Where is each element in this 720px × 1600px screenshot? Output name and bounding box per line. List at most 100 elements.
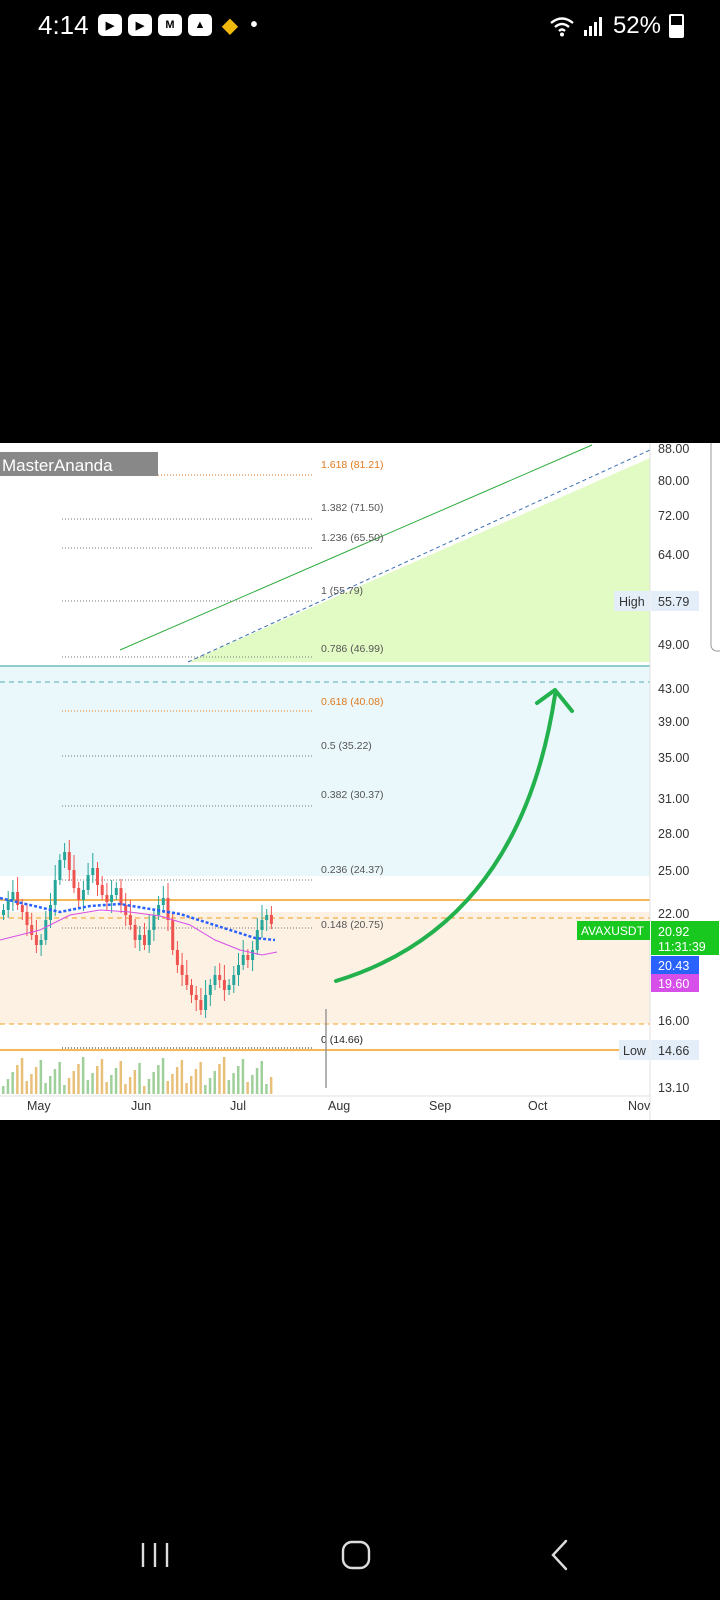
youtube-icon: ▶ (128, 14, 152, 36)
candle (218, 975, 222, 980)
y-tick: 13.10 (658, 1081, 689, 1095)
ma-blue-line (0, 896, 276, 942)
recent-apps-button[interactable] (125, 1520, 185, 1590)
volume-bar (91, 1073, 94, 1094)
target-zone (188, 458, 650, 662)
recent-apps-icon (141, 1543, 169, 1567)
volume-bar (128, 1077, 132, 1094)
volume-bar (86, 1080, 90, 1094)
low-value: 14.66 (658, 1044, 689, 1058)
low-label-bg (619, 1040, 650, 1060)
volume-bar (44, 1083, 47, 1094)
navigation-bar (0, 1520, 720, 1590)
volume-bar (39, 1060, 43, 1094)
candle (20, 905, 24, 912)
x-tick: Jun (131, 1099, 151, 1113)
candle (100, 885, 104, 895)
volume-bar (72, 1071, 75, 1094)
volume-bar (96, 1066, 99, 1094)
candle (25, 912, 29, 925)
candle (81, 890, 85, 900)
symbol-tag-bg (577, 921, 650, 940)
volume-bar (265, 1084, 268, 1094)
candle (77, 888, 81, 900)
battery-icon (669, 14, 684, 38)
fib-label-0: 0 (14.66) (321, 1034, 363, 1046)
volume-bar (152, 1072, 155, 1094)
volume-bar (194, 1069, 198, 1094)
candle (44, 920, 48, 940)
high-value: 55.79 (658, 595, 689, 609)
y-tick: 22.00 (658, 907, 689, 921)
candle (166, 898, 170, 920)
y-tick: 25.00 (658, 864, 689, 878)
volume-bar (157, 1065, 160, 1094)
candle (133, 925, 137, 940)
volume-bar (227, 1080, 231, 1094)
candle (161, 898, 165, 905)
candle (152, 915, 156, 930)
volume-bar (20, 1058, 24, 1094)
volume-series (2, 1057, 273, 1094)
candle (49, 905, 52, 920)
candle (147, 930, 151, 945)
volume-bar (81, 1057, 85, 1094)
y-axis-ticks: 88.00 80.00 72.00 64.00 49.00 43.00 39.0… (658, 443, 689, 1095)
battery-percent: 52% (612, 12, 661, 39)
fib-label-0786: 0.786 (46.99) (321, 643, 383, 655)
candle (265, 915, 269, 920)
candle (91, 868, 95, 875)
upper-trendline (119, 444, 593, 651)
volume-bar (2, 1086, 5, 1094)
scroll-handle[interactable] (710, 443, 720, 652)
coinmarketcap-icon: M (158, 14, 182, 36)
fib-label-1236: 1.236 (65.50) (321, 532, 383, 544)
fib-label-05: 0.5 (35.22) (321, 740, 372, 752)
volume-bar (114, 1068, 118, 1094)
candle (269, 915, 273, 924)
candle (128, 915, 132, 925)
y-tick: 49.00 (658, 638, 689, 652)
candle (30, 925, 34, 935)
low-value-bg (651, 1040, 699, 1060)
ma-pink-tag-bg (651, 974, 699, 992)
candle (171, 920, 175, 950)
candle (124, 905, 128, 915)
volume-bar (6, 1079, 10, 1094)
fib-label-0148: 0.148 (20.75) (321, 919, 383, 931)
back-button[interactable] (530, 1520, 590, 1590)
volume-bar (124, 1084, 127, 1094)
volume-bar (171, 1074, 174, 1094)
mountain-app-icon: ▲ (188, 14, 212, 36)
bar-countdown: 11:31:39 (658, 940, 706, 954)
candle (110, 895, 114, 902)
ma-blue-tag-bg (651, 956, 699, 974)
candle (199, 1000, 203, 1010)
fib-label-1: 1 (55.79) (321, 585, 363, 597)
candle (6, 900, 10, 910)
arrow-head (535, 688, 574, 713)
wifi-icon (550, 17, 574, 37)
home-icon (341, 1540, 371, 1570)
last-price-bg (651, 921, 719, 955)
volume-bar (166, 1081, 169, 1094)
volume-bar (11, 1072, 14, 1094)
fib-label-0382: 0.382 (30.37) (321, 789, 383, 801)
target-arrow (334, 693, 557, 983)
candle (251, 950, 255, 960)
low-label: Low (623, 1044, 647, 1058)
fib-label-0236: 0.236 (24.37) (321, 864, 383, 876)
volume-bar (53, 1069, 57, 1094)
candle (185, 975, 189, 985)
candle (213, 975, 217, 985)
home-button[interactable] (326, 1520, 386, 1590)
candle (255, 930, 259, 950)
fib-label-1382: 1.382 (71.50) (321, 502, 383, 514)
candle (208, 985, 212, 995)
x-tick: Aug (328, 1099, 350, 1113)
y-tick: 31.00 (658, 792, 689, 806)
chart-image: 1.618 (81.21) 1.382 (71.50) 1.236 (65.50… (0, 443, 720, 1120)
volume-bar (58, 1062, 61, 1094)
candle (119, 888, 123, 905)
volume-bar (133, 1070, 137, 1094)
